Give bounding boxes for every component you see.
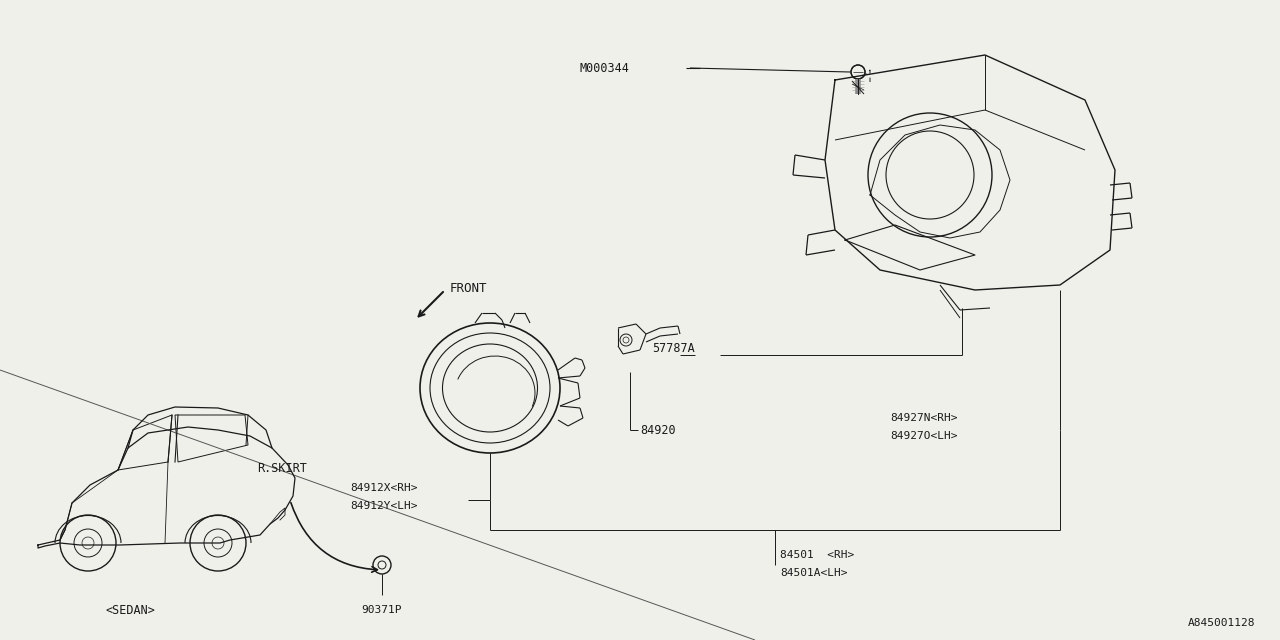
- Text: <SEDAN>: <SEDAN>: [105, 604, 155, 616]
- Text: 84912X<RH>: 84912X<RH>: [349, 483, 417, 493]
- Text: FRONT: FRONT: [451, 282, 488, 294]
- Text: 84920: 84920: [640, 424, 676, 436]
- Text: 84501A<LH>: 84501A<LH>: [780, 568, 847, 578]
- Text: A845001128: A845001128: [1188, 618, 1254, 628]
- Text: 84927O<LH>: 84927O<LH>: [890, 431, 957, 441]
- Text: 57787A: 57787A: [653, 342, 695, 355]
- Text: M000344: M000344: [580, 61, 630, 74]
- Text: R.SKIRT: R.SKIRT: [257, 461, 307, 474]
- Text: 84912Y<LH>: 84912Y<LH>: [349, 501, 417, 511]
- Text: 84501  <RH>: 84501 <RH>: [780, 550, 854, 560]
- Text: 84927N<RH>: 84927N<RH>: [890, 413, 957, 423]
- Text: 90371P: 90371P: [362, 605, 402, 615]
